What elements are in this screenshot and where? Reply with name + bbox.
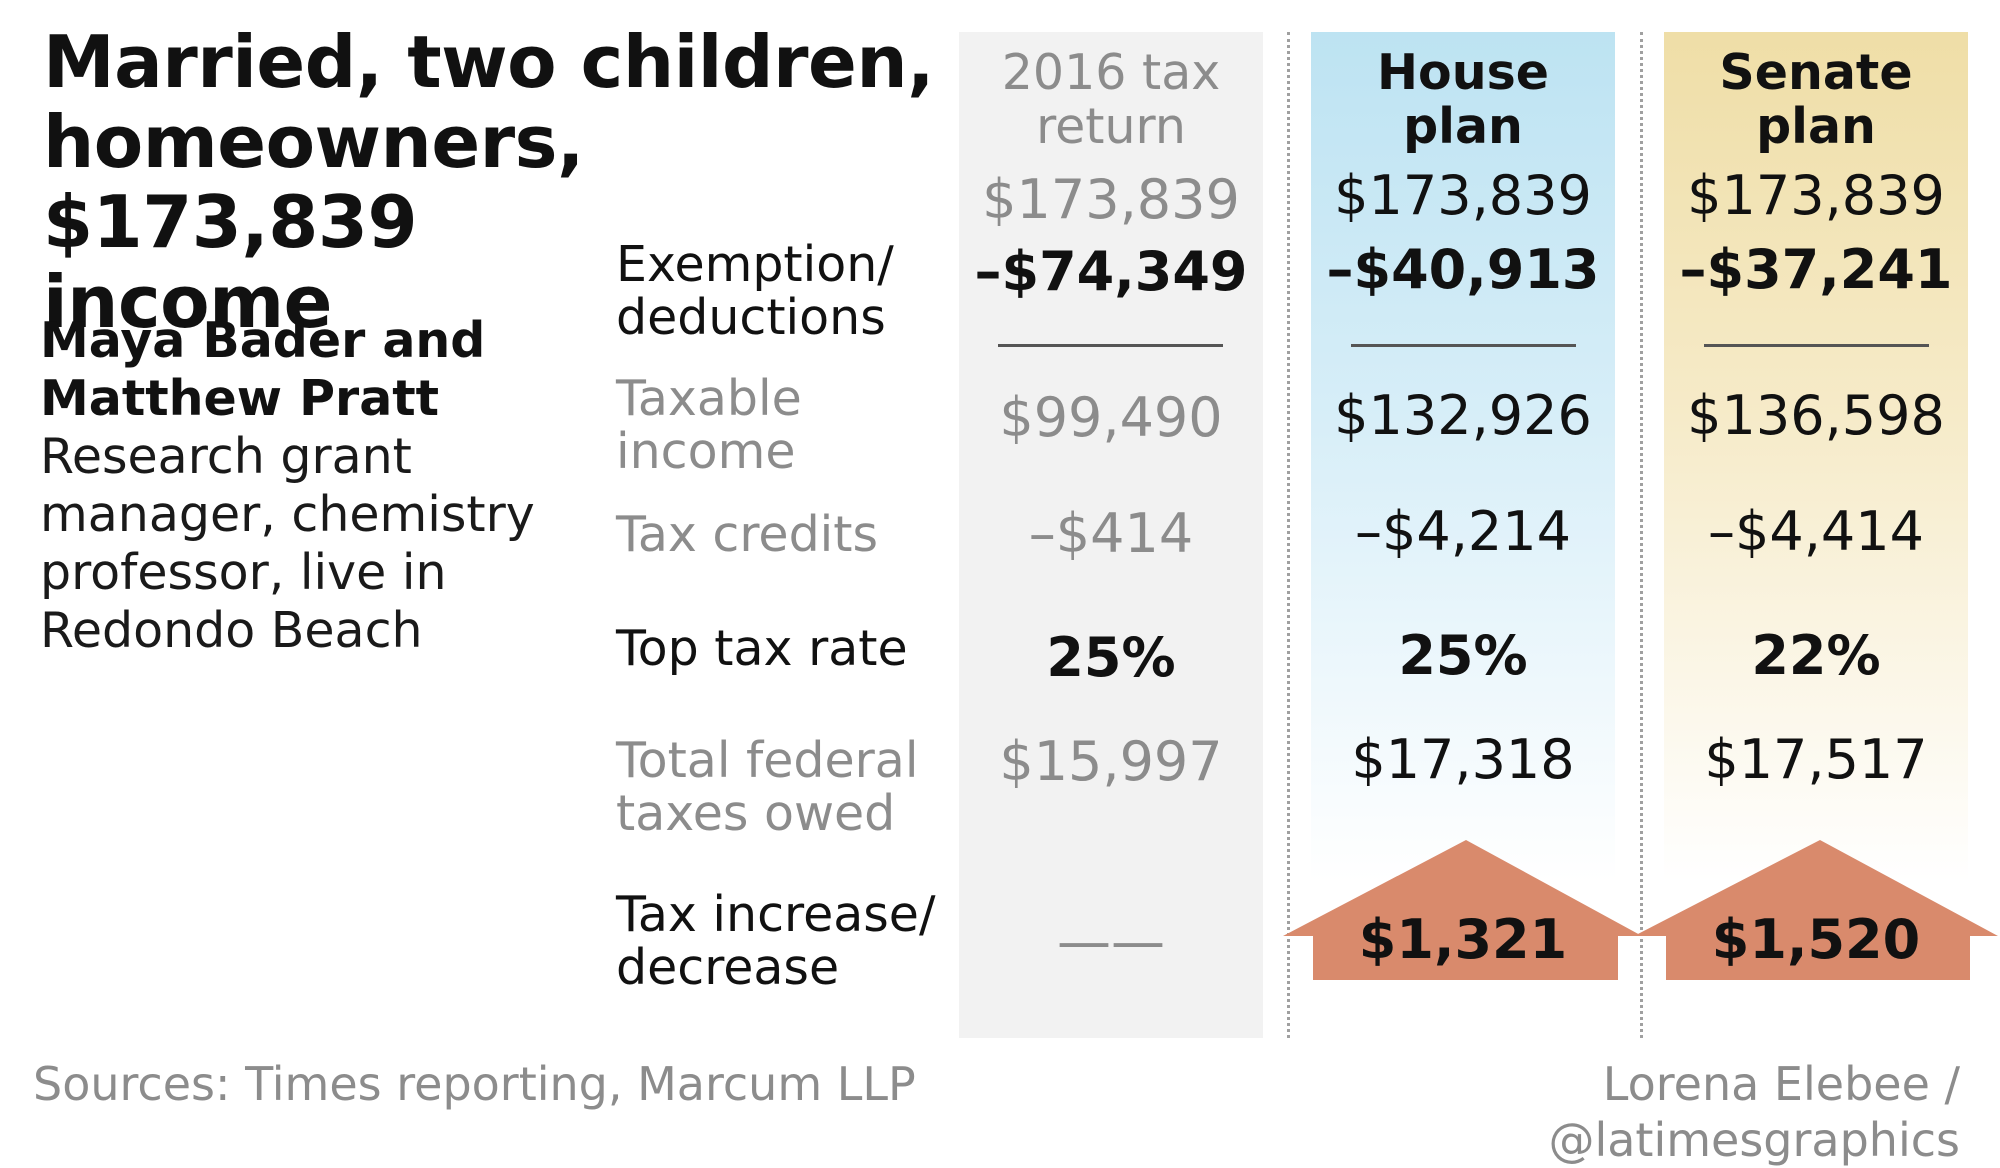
column-divider	[1287, 32, 1290, 1038]
cell-house-total: $17,318	[1351, 728, 1575, 791]
cell-senate-income: $173,839	[1687, 164, 1945, 227]
people-description: Research grant manager, chemistry profes…	[40, 428, 580, 660]
description-line: professor, live in	[40, 544, 447, 601]
cell-house-deductions: –$40,913	[1326, 238, 1600, 301]
row-label-line: taxes owed	[616, 785, 896, 842]
row-label-total: Total federal taxes owed	[616, 734, 946, 840]
title-line: homeowners, $173,839	[43, 100, 584, 264]
column-divider	[1640, 32, 1643, 1038]
description-line: Redondo Beach	[40, 602, 423, 659]
description-line: Research grant	[40, 428, 412, 485]
senate-increase-arrow-icon	[1634, 840, 1998, 980]
row-label-line: Exemption/	[616, 236, 894, 293]
title-line: income	[43, 260, 332, 344]
cell-house-taxable: $132,926	[1334, 384, 1592, 447]
row-label-line: income	[616, 423, 796, 480]
row-label-line: Taxable	[616, 370, 802, 427]
credit-line: Lorena Elebee / @latimesgraphics	[1548, 1057, 1960, 1167]
cell-senate-top-rate: 22%	[1751, 624, 1881, 687]
row-label-line: decrease	[616, 939, 840, 996]
cell-2016-change: ——	[1057, 910, 1165, 973]
cell-senate-taxable: $136,598	[1687, 384, 1945, 447]
house-arrow-shape	[1283, 840, 1639, 980]
row-label-line: Total federal	[616, 732, 919, 789]
sum-rule	[998, 344, 1223, 347]
cell-2016-deductions: –$74,349	[974, 240, 1248, 303]
column-house-background	[1311, 32, 1615, 998]
row-label-taxable: Taxable income	[616, 372, 946, 478]
cell-2016-taxable: $99,490	[999, 386, 1223, 449]
name-line: Matthew Pratt	[40, 370, 440, 427]
column-header-house: House plan	[1377, 44, 1549, 155]
column-header-2016: 2016 tax return	[959, 46, 1263, 154]
cell-house-top-rate: 25%	[1398, 624, 1528, 687]
row-label-line: Tax credits	[616, 506, 879, 563]
cell-senate-deductions: –$37,241	[1679, 238, 1953, 301]
column-header-line: 2016 tax	[1001, 44, 1221, 101]
cell-2016-income: $173,839	[982, 168, 1240, 231]
row-label-deductions: Exemption/ deductions	[616, 238, 946, 344]
house-increase-arrow-icon	[1283, 840, 1639, 980]
row-label-change: Tax increase/ decrease	[616, 888, 946, 994]
row-label-top-rate: Top tax rate	[616, 622, 946, 675]
cell-senate-change: $1,520	[1711, 908, 1921, 971]
cell-2016-top-rate: 25%	[1046, 626, 1176, 689]
people-names: Maya Bader and Matthew Pratt	[40, 312, 600, 428]
sources-note: Sources: Times reporting, Marcum LLP	[33, 1057, 916, 1111]
column-senate-background	[1664, 32, 1968, 998]
column-header-senate: Senate plan	[1719, 44, 1913, 155]
cell-senate-total: $17,517	[1704, 728, 1928, 791]
description-line: manager, chemistry	[40, 486, 535, 543]
row-label-credits: Tax credits	[616, 508, 946, 561]
chart-title: Married, two children, homeowners, $173,…	[43, 22, 943, 342]
title-line: Married, two children,	[43, 20, 934, 104]
column-2016-background	[959, 32, 1263, 1038]
name-line: Maya Bader and	[40, 312, 486, 369]
cell-2016-credits: –$414	[1028, 502, 1194, 565]
cell-senate-credits: –$4,414	[1708, 500, 1924, 563]
cell-house-income: $173,839	[1334, 164, 1592, 227]
column-header-line: return	[1036, 98, 1186, 155]
row-label-line: Tax increase/	[616, 886, 936, 943]
cell-house-change: $1,321	[1358, 908, 1568, 971]
sum-rule	[1351, 344, 1576, 347]
sum-rule	[1704, 344, 1929, 347]
row-label-line: Top tax rate	[616, 620, 908, 677]
cell-house-credits: –$4,214	[1355, 500, 1571, 563]
row-label-line: deductions	[616, 289, 886, 346]
cell-2016-total: $15,997	[999, 730, 1223, 793]
senate-arrow-shape	[1634, 840, 1998, 980]
